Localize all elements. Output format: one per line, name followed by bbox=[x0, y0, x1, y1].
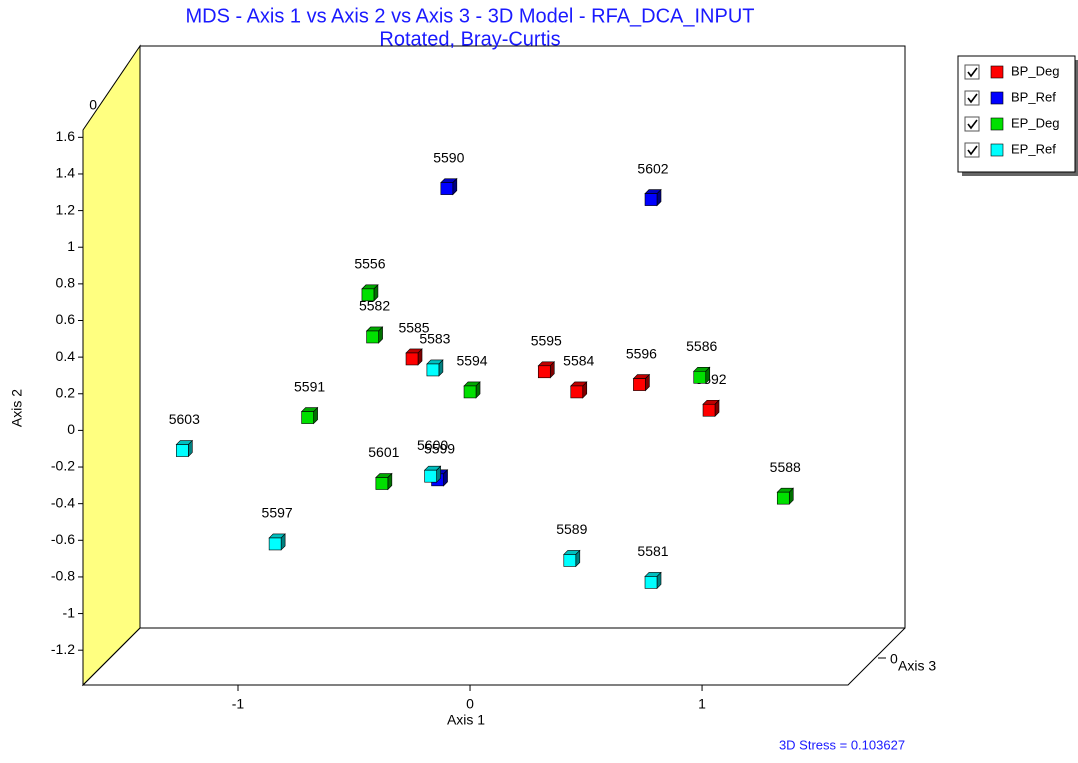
y-tick-label: -1 bbox=[63, 604, 76, 620]
point bbox=[426, 363, 440, 377]
point-label: 5584 bbox=[563, 353, 594, 369]
legend-checkbox[interactable] bbox=[964, 116, 980, 132]
point-label: 5585 bbox=[398, 320, 429, 336]
x-tick-label: -1 bbox=[232, 696, 245, 712]
chart-subtitle: Rotated, Bray-Curtis bbox=[379, 28, 560, 50]
point-label: 5588 bbox=[770, 459, 801, 475]
y-tick-label: 1.6 bbox=[56, 128, 76, 144]
point-label: 5596 bbox=[626, 345, 657, 361]
point-label: 5594 bbox=[456, 353, 487, 369]
y-tick-label: 0.8 bbox=[56, 275, 76, 291]
y-tick-label: -0.6 bbox=[51, 531, 75, 547]
point-label: 5586 bbox=[686, 338, 717, 354]
point-label: 5581 bbox=[637, 543, 668, 559]
legend-checkbox[interactable] bbox=[964, 142, 980, 158]
point bbox=[537, 365, 551, 379]
point bbox=[693, 370, 707, 384]
back-frame bbox=[139, 45, 906, 629]
point-label: 5589 bbox=[556, 521, 587, 537]
side-wall bbox=[82, 44, 141, 687]
point bbox=[644, 193, 658, 206]
legend-swatch bbox=[990, 143, 1004, 157]
x-tick-label: 1 bbox=[698, 696, 706, 712]
y-tick-label: 0.2 bbox=[56, 384, 76, 400]
point-label: 5591 bbox=[294, 378, 325, 394]
legend-label: EP_Deg bbox=[1011, 115, 1059, 130]
legend-swatch bbox=[990, 117, 1004, 131]
z-axis-label: Axis 3 bbox=[898, 658, 936, 674]
y-tick-label: 0 bbox=[67, 421, 75, 437]
point bbox=[424, 469, 437, 483]
y-tick-label: 0.6 bbox=[56, 311, 76, 327]
legend-check bbox=[967, 93, 978, 104]
y-axis-label: Axis 2 bbox=[9, 389, 25, 427]
z-tick-label: 0 bbox=[89, 97, 97, 113]
y-tick-label: -0.4 bbox=[51, 494, 75, 510]
legend-check bbox=[967, 119, 978, 130]
y-tick-label: -0.2 bbox=[51, 458, 75, 474]
point-label: 5603 bbox=[169, 411, 200, 427]
point bbox=[440, 182, 454, 195]
y-tick-label: -1.2 bbox=[51, 641, 75, 657]
stress-annotation: 3D Stress = 0.103627 bbox=[779, 737, 905, 752]
point-label: 5590 bbox=[433, 149, 464, 165]
x-tick-label: 0 bbox=[466, 696, 474, 712]
point-label: 5602 bbox=[637, 160, 668, 176]
point-label: 5595 bbox=[531, 332, 562, 348]
legend-swatch bbox=[990, 65, 1004, 79]
legend-label: BP_Ref bbox=[1011, 89, 1056, 104]
legend-checkbox[interactable] bbox=[964, 64, 980, 80]
point-label: 5582 bbox=[359, 298, 390, 314]
point bbox=[463, 385, 477, 399]
legend-label: BP_Deg bbox=[1011, 63, 1059, 78]
y-tick-label: 0.4 bbox=[56, 348, 76, 364]
point bbox=[644, 576, 658, 589]
point bbox=[268, 537, 282, 551]
point bbox=[366, 330, 379, 344]
y-tick-label: 1 bbox=[67, 238, 75, 254]
y-tick-label: 1.2 bbox=[56, 201, 76, 217]
chart-title: MDS - Axis 1 vs Axis 2 vs Axis 3 - 3D Mo… bbox=[185, 5, 754, 27]
point bbox=[570, 385, 584, 399]
point bbox=[361, 288, 375, 302]
legend-swatch bbox=[990, 91, 1004, 105]
point bbox=[176, 444, 189, 457]
point bbox=[375, 477, 389, 490]
point bbox=[633, 378, 646, 391]
legend-label: EP_Ref bbox=[1011, 141, 1056, 156]
legend-check bbox=[967, 67, 978, 78]
point bbox=[563, 554, 577, 567]
y-tick-label: -0.8 bbox=[51, 568, 75, 584]
legend-check bbox=[967, 145, 978, 156]
point-label: 5583 bbox=[419, 331, 450, 347]
point-label: 5600 bbox=[417, 437, 448, 453]
y-tick-label: 1.4 bbox=[56, 165, 76, 181]
point-label: 5599 bbox=[424, 441, 455, 457]
point bbox=[301, 411, 314, 424]
legend-checkbox[interactable] bbox=[964, 90, 980, 106]
point-label: 5556 bbox=[354, 256, 385, 272]
point-label: 5597 bbox=[262, 505, 293, 521]
floor-frame bbox=[81, 627, 906, 686]
point bbox=[405, 352, 419, 366]
point-label: 5601 bbox=[368, 444, 399, 460]
x-axis-label: Axis 1 bbox=[447, 712, 485, 728]
z-tick-label: 0 bbox=[890, 651, 898, 667]
point bbox=[702, 403, 716, 417]
point bbox=[776, 491, 790, 505]
